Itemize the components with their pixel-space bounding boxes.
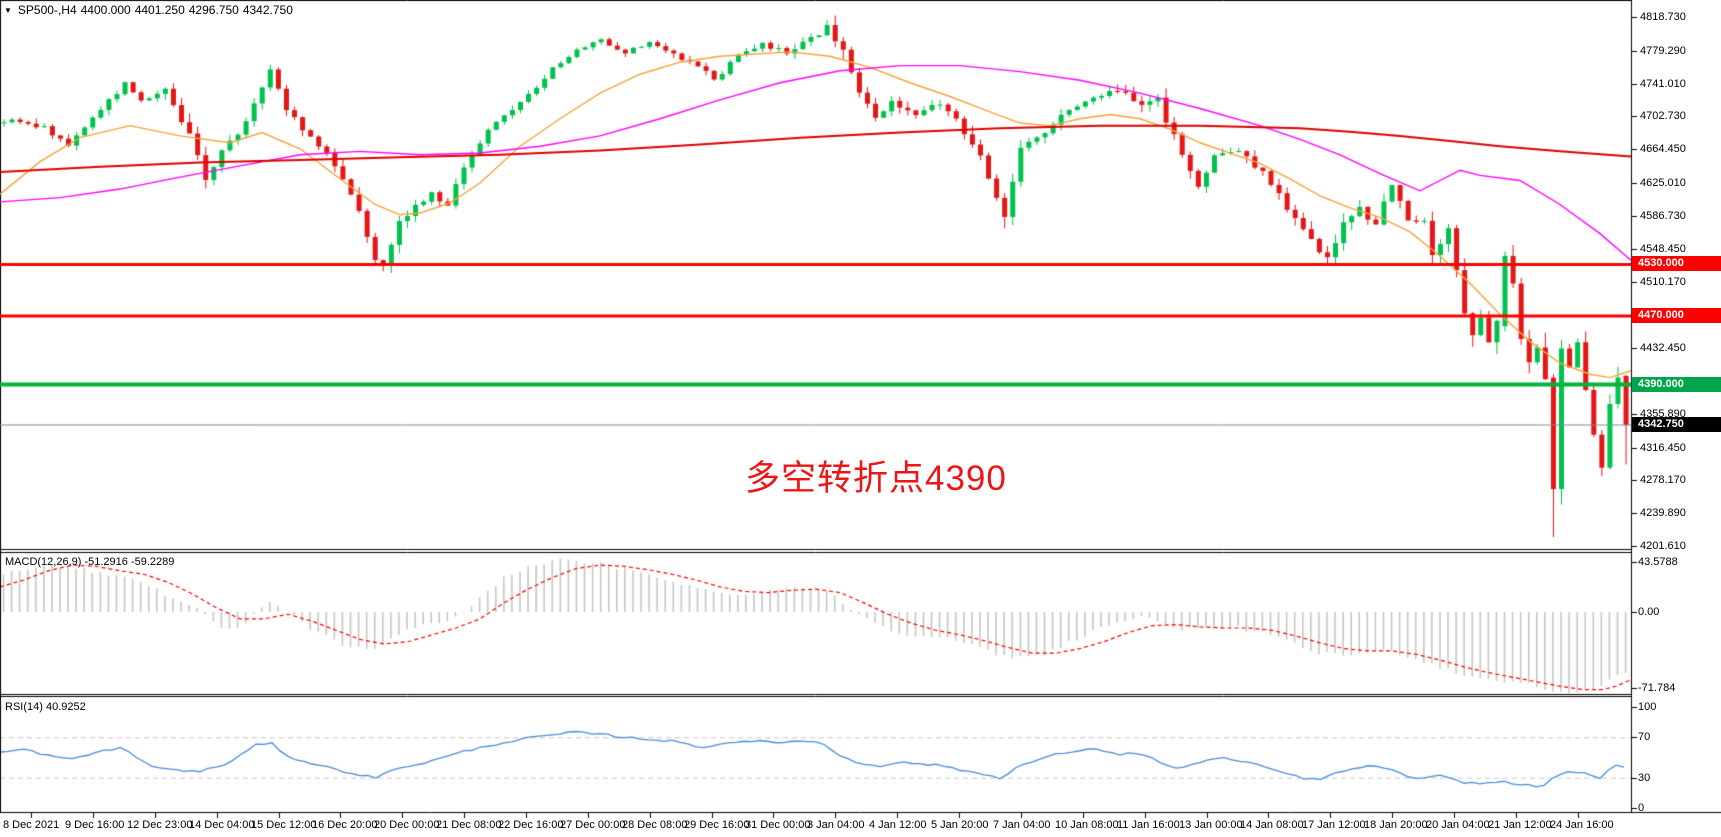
rsi-tick-label: 0 (1638, 802, 1645, 814)
time-axis-label: 10 Jan 08:00 (1055, 819, 1119, 831)
time-axis-label: 24 Jan 16:00 (1550, 819, 1614, 831)
chart-title: ▼ SP500-,H4 4400.000 4401.250 4296.750 4342.7… (4, 3, 297, 17)
price-line-label: 4470.000 (1632, 308, 1721, 323)
rsi-tick-label: 100 (1638, 701, 1657, 713)
price-tick-label: 4510.170 (1640, 276, 1686, 288)
price-tick-label: 4779.290 (1640, 45, 1686, 57)
price-tick-label: 4548.450 (1640, 243, 1686, 255)
macd-tick-label: 43.5788 (1638, 556, 1678, 568)
price-tick-label: 4664.450 (1640, 143, 1686, 155)
rsi-tick-label: 30 (1638, 772, 1651, 784)
time-axis-label: 16 Dec 20:00 (312, 819, 378, 831)
time-axis-label: 12 Dec 23:00 (127, 819, 193, 831)
time-axis-label: 7 Jan 04:00 (993, 819, 1051, 831)
price-tick-label: 4432.450 (1640, 342, 1686, 354)
time-axis-label: 14 Dec 04:00 (189, 819, 255, 831)
price-tick-label: 4586.730 (1640, 210, 1686, 222)
price-tick-label: 4625.010 (1640, 177, 1686, 189)
macd-tick-label: -71.784 (1638, 682, 1676, 694)
bar-low-value: 4296.750 (188, 3, 239, 17)
price-tick-label: 4741.010 (1640, 78, 1686, 90)
price-tick-label: 4818.730 (1640, 11, 1686, 23)
time-axis-label: 17 Jan 12:00 (1302, 819, 1366, 831)
price-line-label: 4342.750 (1632, 417, 1721, 432)
price-tick-label: 4201.610 (1640, 540, 1686, 552)
time-axis-label: 4 Jan 12:00 (869, 819, 927, 831)
pivot-annotation-text: 多空转折点4390 (745, 459, 1007, 498)
time-axis-label: 9 Dec 16:00 (65, 819, 125, 831)
time-axis-label: 27 Dec 00:00 (560, 819, 626, 831)
time-axis-label: 13 Jan 00:00 (1179, 819, 1243, 831)
time-axis-label: 11 Jan 16:00 (1117, 819, 1180, 831)
bar-close-value: 4342.750 (242, 3, 293, 17)
time-axis-label: 31 Dec 00:00 (745, 819, 811, 831)
time-axis-label: 21 Dec 08:00 (436, 819, 502, 831)
price-tick-label: 4316.450 (1640, 442, 1686, 454)
price-line-label: 4390.000 (1632, 377, 1721, 392)
time-axis-label: 29 Dec 16:00 (684, 819, 750, 831)
time-axis-label: 14 Jan 08:00 (1240, 819, 1304, 831)
symbol-period-label: SP500-,H4 (17, 3, 77, 17)
price-tick-label: 4278.170 (1640, 474, 1686, 486)
time-axis-label: 3 Jan 04:00 (807, 819, 865, 831)
symbol-dropdown-icon[interactable]: ▼ (4, 6, 12, 15)
macd-indicator-label: MACD(12,26,9) -51.2916 -59.2289 (5, 556, 175, 568)
price-tick-label: 4702.730 (1640, 110, 1686, 122)
time-axis-label: 21 Jan 12:00 (1488, 819, 1552, 831)
time-axis-label: 28 Dec 08:00 (622, 819, 688, 831)
time-axis-label: 22 Dec 16:00 (498, 819, 564, 831)
time-axis-label: 18 Jan 20:00 (1364, 819, 1428, 831)
price-tick-label: 4239.890 (1640, 507, 1686, 519)
time-axis-label: 20 Dec 00:00 (374, 819, 440, 831)
time-axis-label: 20 Jan 04:00 (1426, 819, 1490, 831)
bar-open-value: 4400.000 (80, 3, 131, 17)
bar-high-value: 4401.250 (134, 3, 185, 17)
time-axis-label: 8 Dec 2021 (3, 819, 60, 831)
macd-tick-label: 0.00 (1638, 606, 1660, 618)
time-axis-label: 5 Jan 20:00 (931, 819, 989, 831)
price-line-label: 4530.000 (1632, 256, 1721, 271)
time-axis-label: 15 Dec 12:00 (251, 819, 317, 831)
rsi-indicator-label: RSI(14) 40.9252 (5, 701, 86, 713)
rsi-tick-label: 70 (1638, 731, 1651, 743)
